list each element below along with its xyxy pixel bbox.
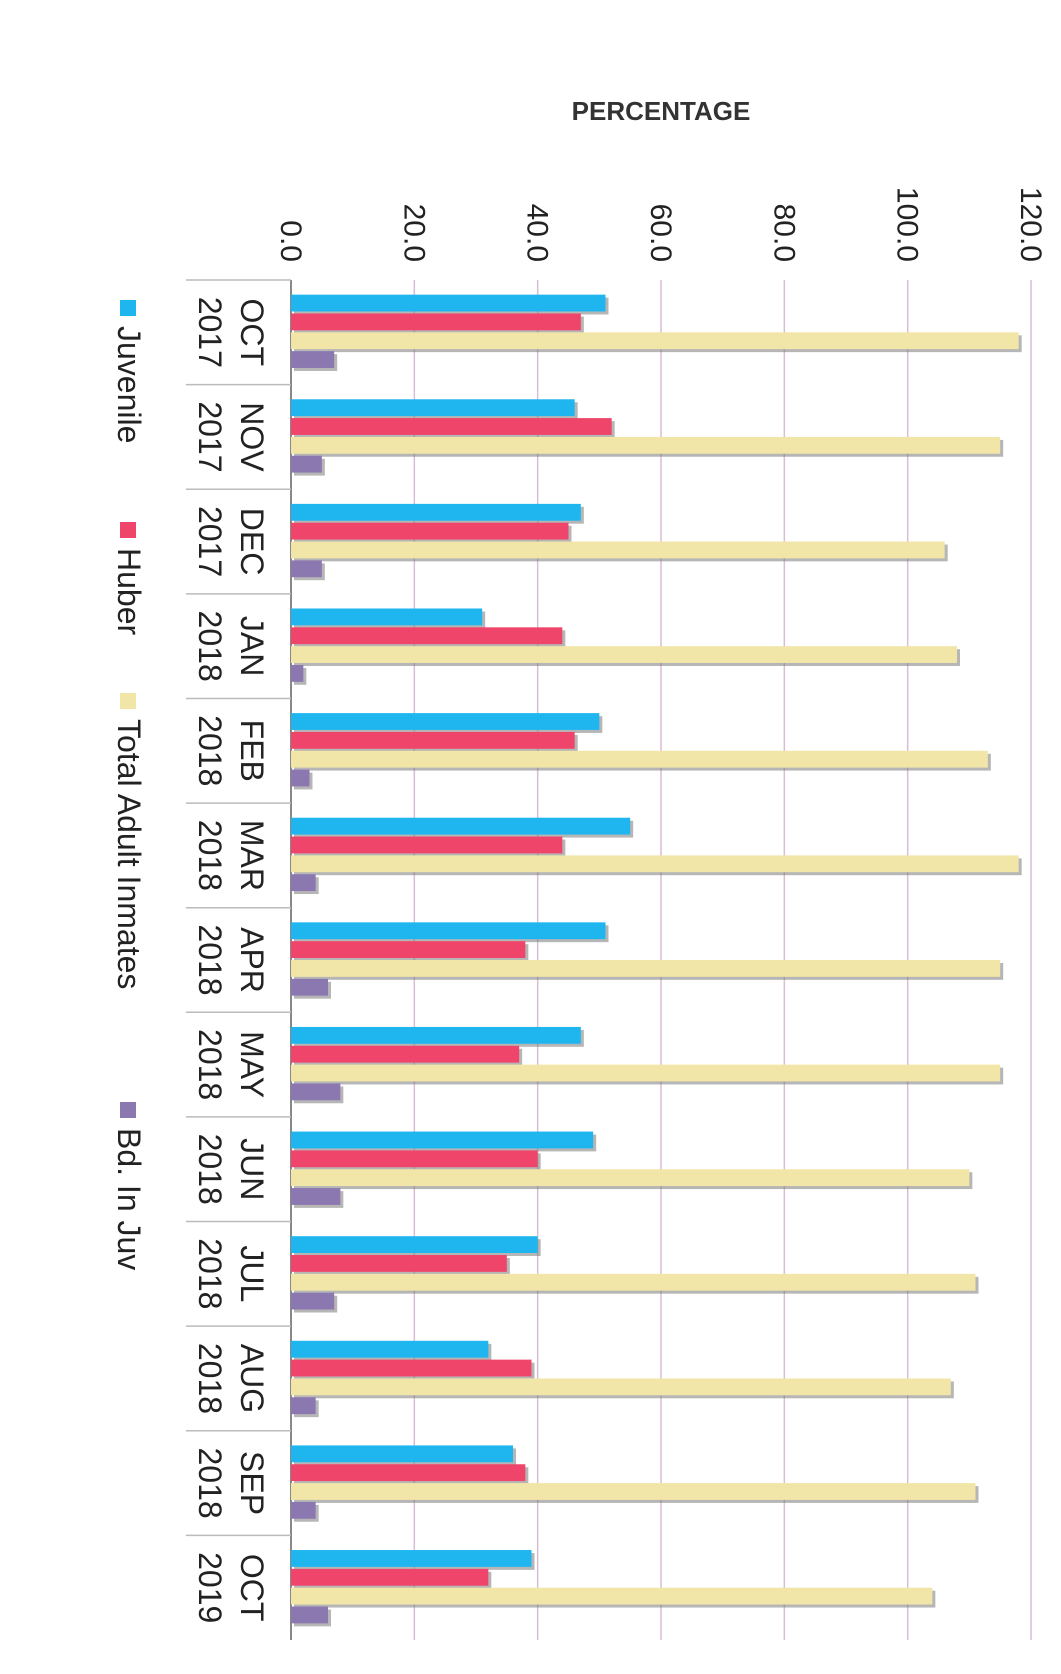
x-tick-month: APR [234, 927, 270, 993]
x-tick-month: OCT [234, 1554, 270, 1622]
bar-total-adult-inmates [290, 436, 1001, 454]
bar-huber [291, 313, 581, 331]
y-tick-label: 100.0 [891, 187, 924, 262]
bar-total-adult-inmates [290, 541, 945, 559]
bar-total-adult-inmates [290, 1064, 1001, 1082]
x-tick-year: 2017 [192, 297, 228, 368]
bar-juvenile [291, 922, 606, 940]
x-tick-month: SEP [234, 1451, 270, 1515]
bar-huber [290, 1568, 489, 1586]
bar-juvenile [290, 1340, 489, 1358]
bar-huber [291, 1150, 538, 1168]
bar-bd-in-juv [291, 1606, 328, 1624]
bar-juvenile [291, 1236, 538, 1254]
bar-total-adult-inmates [291, 1587, 933, 1605]
bar-juvenile [291, 1131, 594, 1149]
x-tick-month: JAN [234, 616, 270, 676]
bar-total-adult-inmates [291, 1273, 976, 1291]
bar-bd-in-juv [291, 1397, 316, 1415]
bar-juvenile [291, 817, 631, 835]
legend-swatch [120, 1102, 136, 1118]
x-tick-year: 2018 [192, 924, 228, 995]
bar-huber [291, 1045, 520, 1063]
bar-total-adult-inmates [291, 646, 957, 663]
legend-swatch [120, 300, 136, 316]
x-tick-month: NOV [234, 402, 270, 472]
bar-bd-in-juv [290, 1083, 341, 1101]
y-tick-label: 60.0 [644, 204, 677, 262]
bar-total-adult-inmates [290, 332, 1019, 350]
y-tick-label: 80.0 [767, 204, 800, 262]
bar-bd-in-juv [291, 351, 335, 368]
bar-total-adult-inmates [291, 750, 988, 768]
x-tick-year: 2018 [192, 1029, 228, 1100]
legend-label: Huber [111, 548, 147, 636]
y-tick-label: 40.0 [521, 204, 554, 262]
x-tick-month: MAY [234, 1031, 270, 1098]
bar-bd-in-juv [291, 769, 310, 787]
bar-total-adult-inmates [290, 960, 1001, 977]
plot-group: 0.0 20.0 40.0 60.0 80.0 100.0 120.0 PERCENTAGE O… [111, 96, 1047, 1640]
x-tick-year: 2017 [192, 401, 228, 472]
x-tick-month: OCT [234, 299, 270, 367]
bar-total-adult-inmates [291, 1169, 970, 1187]
bar-bd-in-juv [291, 1501, 316, 1519]
x-tick-month: AUG [234, 1344, 270, 1413]
x-tick-year: 2019 [192, 1552, 228, 1623]
x-tick-year: 2018 [192, 1447, 228, 1518]
bar-huber [291, 522, 569, 540]
bar-bd-in-juv [291, 1292, 335, 1310]
legend-label: Juvenile [111, 326, 147, 443]
x-tick-year: 2018 [192, 1343, 228, 1414]
bar-total-adult-inmates [291, 1378, 951, 1396]
x-tick-year: 2018 [192, 1134, 228, 1205]
legend-swatch [120, 693, 136, 709]
x-tick-month: JUL [234, 1245, 270, 1302]
bar-huber [291, 836, 563, 854]
x-tick-year: 2018 [192, 1238, 228, 1309]
x-tick-month: JUN [234, 1138, 270, 1200]
bar-juvenile [291, 1445, 513, 1463]
y-tick-label: 20.0 [397, 204, 430, 262]
bar-huber [290, 1464, 526, 1482]
bar-bd-in-juv [290, 560, 322, 578]
bar-total-adult-inmates [291, 1483, 976, 1500]
x-tick-year: 2018 [192, 611, 228, 682]
bar-juvenile [291, 294, 606, 312]
legend-swatch [120, 522, 136, 538]
bar-juvenile [291, 1550, 532, 1567]
bar-bd-in-juv [291, 874, 316, 892]
legend-label: Bd. In Juv [111, 1128, 147, 1270]
y-tick-label: 120.0 [1014, 187, 1047, 262]
y-tick-label: 0.0 [274, 220, 307, 262]
bar-juvenile [291, 608, 483, 626]
bar-total-adult-inmates [290, 855, 1019, 873]
x-tick-year: 2018 [192, 715, 228, 786]
y-axis-title: PERCENTAGE [572, 96, 751, 126]
bar-huber [290, 1255, 507, 1272]
x-tick-month: DEC [234, 508, 270, 576]
bar-huber [291, 1359, 532, 1377]
bar-juvenile [291, 503, 581, 521]
x-tick-month: MAR [234, 820, 270, 891]
bar-juvenile [291, 713, 600, 730]
x-tick-month: FEB [234, 720, 270, 782]
x-tick-year: 2017 [192, 506, 228, 577]
legend-label: Total Adult Inmates [111, 719, 147, 989]
bar-bd-in-juv [290, 1188, 341, 1205]
x-tick-year: 2018 [192, 820, 228, 891]
bar-huber [290, 941, 526, 959]
bar-huber [291, 418, 612, 435]
bar-bd-in-juv [290, 664, 304, 682]
bar-bd-in-juv [290, 455, 322, 473]
bar-huber [291, 627, 563, 645]
bar-huber [291, 731, 575, 749]
bar-bd-in-juv [291, 978, 328, 996]
bar-juvenile [291, 1026, 581, 1044]
bar-juvenile [291, 399, 575, 417]
